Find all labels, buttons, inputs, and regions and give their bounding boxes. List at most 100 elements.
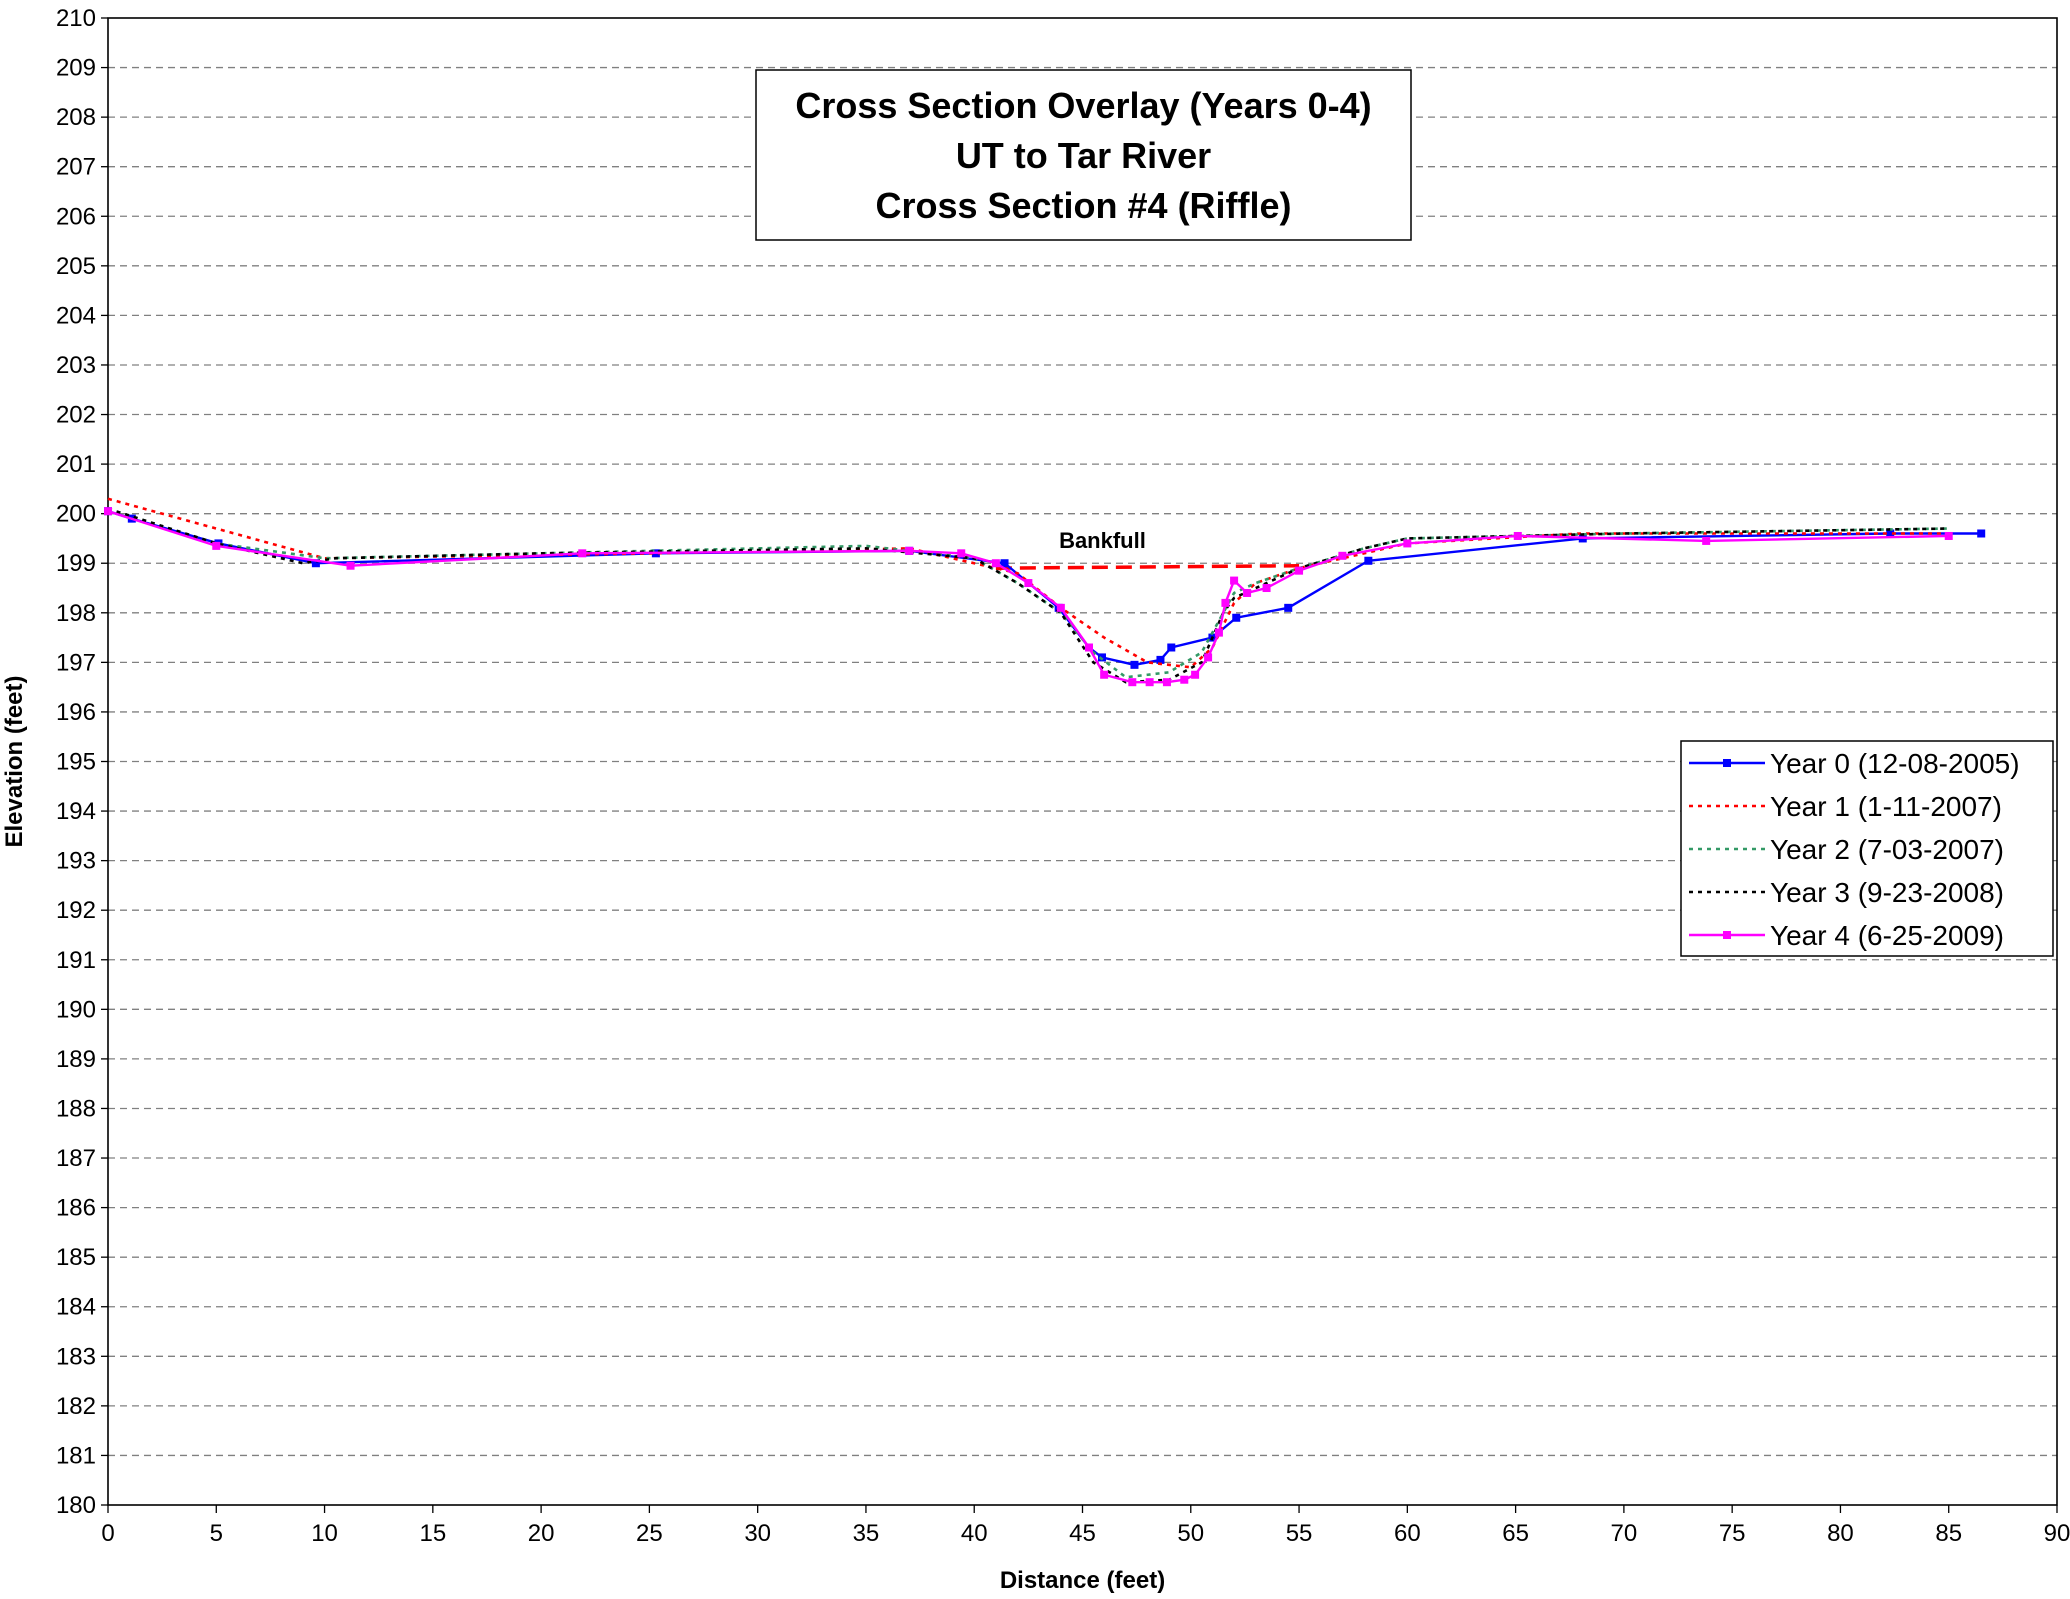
y-tick-label: 202 (56, 402, 96, 429)
x-tick-label: 90 (2044, 1520, 2070, 1547)
series-marker (957, 549, 966, 558)
y-tick-label: 181 (56, 1442, 96, 1469)
legend-label: Year 3 (9-23-2008) (1770, 877, 2004, 908)
y-tick-label: 198 (56, 600, 96, 627)
y-tick-label: 184 (56, 1294, 96, 1321)
x-tick-label: 70 (1611, 1520, 1638, 1547)
chart-title: UT to Tar River (956, 135, 1211, 176)
series-marker (1180, 675, 1189, 684)
series-marker (1214, 628, 1223, 637)
y-tick-label: 209 (56, 55, 96, 82)
x-tick-label: 35 (853, 1520, 880, 1547)
y-tick-label: 199 (56, 550, 96, 577)
series-marker (1232, 613, 1241, 622)
series-marker (1128, 678, 1137, 687)
x-tick-label: 30 (744, 1520, 771, 1547)
y-tick-label: 191 (56, 947, 96, 974)
series-marker (1130, 660, 1139, 669)
series-marker (1204, 653, 1213, 662)
x-tick-label: 45 (1069, 1520, 1096, 1547)
series-marker (1403, 539, 1412, 548)
series-marker (1056, 603, 1065, 612)
y-tick-label: 195 (56, 749, 96, 776)
series-marker (578, 549, 587, 558)
y-tick-label: 180 (56, 1492, 96, 1519)
legend-label: Year 0 (12-08-2005) (1770, 748, 2020, 779)
plot-frame (107, 17, 2058, 1506)
y-tick-label: 190 (56, 996, 96, 1023)
y-tick-label: 194 (56, 798, 96, 825)
title-box (755, 69, 1412, 241)
series-marker (1977, 529, 1986, 538)
bankfull-label: Bankfull (1059, 528, 1146, 553)
series-marker (1221, 598, 1230, 607)
series-marker (1295, 566, 1304, 575)
series-marker (1000, 559, 1009, 568)
y-tick-label: 183 (56, 1343, 96, 1370)
series-marker (905, 546, 914, 555)
y-tick-label: 196 (56, 699, 96, 726)
series-marker (1162, 678, 1171, 687)
series-marker (1338, 551, 1347, 560)
series-marker (1702, 536, 1711, 545)
series-marker (1364, 556, 1373, 565)
chart-title: Cross Section Overlay (Years 0-4) (795, 85, 1371, 126)
x-tick-label: 65 (1502, 1520, 1529, 1547)
y-tick-label: 192 (56, 897, 96, 924)
y-tick-label: 200 (56, 501, 96, 528)
y-tick-label: 189 (56, 1046, 96, 1073)
series-marker (1886, 529, 1895, 538)
y-tick-label: 204 (56, 302, 96, 329)
x-tick-label: 10 (311, 1520, 338, 1547)
x-tick-label: 20 (528, 1520, 555, 1547)
series-marker (311, 559, 320, 568)
series-marker (104, 507, 112, 516)
y-tick-label: 205 (56, 253, 96, 280)
x-tick-label: 0 (101, 1520, 114, 1547)
y-tick-label: 193 (56, 848, 96, 875)
series-marker (1262, 584, 1271, 593)
bankfull-line (995, 563, 1300, 570)
series-marker (1156, 655, 1165, 664)
y-tick-label: 210 (56, 5, 96, 32)
series-marker (1284, 603, 1293, 612)
x-tick-label: 25 (636, 1520, 663, 1547)
y-tick-label: 207 (56, 154, 96, 181)
series-line (107, 510, 1982, 667)
series-marker (1024, 579, 1033, 588)
series-marker (991, 559, 1000, 568)
legend-marker (1723, 931, 1731, 939)
x-tick-label: 5 (210, 1520, 223, 1547)
y-tick-label: 201 (56, 451, 96, 478)
legend-label: Year 1 (1-11-2007) (1770, 791, 2002, 822)
y-axis-label: Elevation (feet) (1, 675, 28, 847)
series-marker (1100, 670, 1109, 679)
series-marker (1145, 678, 1154, 687)
chart-title: Cross Section #4 (Riffle) (875, 185, 1291, 226)
y-tick-label: 185 (56, 1244, 96, 1271)
y-tick-label: 187 (56, 1145, 96, 1172)
x-tick-label: 85 (1935, 1520, 1962, 1547)
series-marker (1084, 643, 1093, 652)
series-line (107, 507, 1949, 679)
legend-marker (1723, 759, 1731, 767)
y-tick-label: 208 (56, 104, 96, 131)
series-marker (1097, 653, 1106, 662)
y-tick-label: 197 (56, 649, 96, 676)
y-tick-label: 203 (56, 352, 96, 379)
series-marker (346, 561, 355, 570)
x-tick-label: 75 (1719, 1520, 1746, 1547)
series-marker (1513, 531, 1522, 540)
y-tick-label: 182 (56, 1393, 96, 1420)
y-tick-label: 206 (56, 203, 96, 230)
x-tick-label: 40 (961, 1520, 988, 1547)
y-tick-label: 188 (56, 1095, 96, 1122)
series-marker (1243, 588, 1252, 597)
series-marker (1944, 531, 1953, 540)
series-marker (1167, 643, 1176, 652)
series-marker (1191, 670, 1200, 679)
series-marker (212, 541, 221, 550)
series-line (107, 510, 1949, 684)
